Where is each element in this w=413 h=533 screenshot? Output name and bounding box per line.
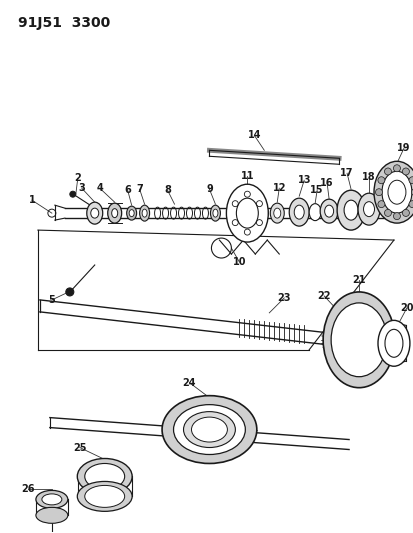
Ellipse shape [139, 205, 149, 221]
Ellipse shape [42, 494, 62, 505]
Ellipse shape [381, 171, 411, 213]
Ellipse shape [191, 417, 227, 442]
Circle shape [401, 209, 408, 216]
Ellipse shape [384, 329, 402, 357]
Circle shape [377, 177, 384, 184]
Ellipse shape [273, 208, 280, 218]
Circle shape [408, 201, 413, 208]
Ellipse shape [387, 180, 405, 204]
Ellipse shape [210, 205, 220, 221]
Ellipse shape [161, 395, 256, 464]
Text: 18: 18 [361, 172, 375, 182]
Ellipse shape [319, 199, 337, 223]
Text: 5: 5 [48, 295, 55, 305]
Ellipse shape [36, 507, 68, 523]
Ellipse shape [77, 458, 132, 495]
Text: 12: 12 [272, 183, 285, 193]
Text: 17: 17 [339, 168, 353, 178]
Text: 11: 11 [240, 171, 254, 181]
Text: 15: 15 [310, 185, 323, 195]
Ellipse shape [329, 328, 343, 348]
Ellipse shape [183, 411, 235, 448]
Text: 2: 2 [74, 173, 81, 183]
Circle shape [384, 209, 391, 216]
Circle shape [408, 177, 413, 184]
Ellipse shape [142, 209, 147, 217]
Text: 91J51  3300: 91J51 3300 [18, 15, 110, 30]
Ellipse shape [85, 486, 124, 507]
Ellipse shape [77, 481, 132, 511]
Circle shape [66, 288, 74, 296]
Ellipse shape [309, 204, 320, 221]
Circle shape [377, 201, 384, 208]
Ellipse shape [126, 206, 136, 220]
Ellipse shape [236, 198, 258, 228]
Ellipse shape [173, 405, 245, 455]
Text: 20: 20 [399, 303, 413, 313]
Text: 9: 9 [206, 184, 212, 194]
Ellipse shape [289, 198, 309, 226]
Text: 26: 26 [21, 484, 35, 495]
Ellipse shape [377, 320, 409, 366]
Text: 22: 22 [317, 291, 330, 301]
Circle shape [375, 189, 382, 196]
Text: 19: 19 [396, 143, 410, 154]
Text: 8: 8 [164, 185, 171, 195]
Text: 24: 24 [182, 378, 196, 387]
Text: 1: 1 [28, 195, 35, 205]
Text: 7: 7 [136, 184, 142, 194]
Text: 4: 4 [96, 183, 103, 193]
Ellipse shape [373, 161, 413, 223]
Ellipse shape [294, 205, 304, 219]
Circle shape [70, 191, 76, 197]
Ellipse shape [85, 464, 124, 489]
Text: 3: 3 [78, 183, 85, 193]
Text: 6: 6 [124, 185, 131, 195]
Ellipse shape [87, 202, 102, 224]
Circle shape [411, 189, 413, 196]
Ellipse shape [336, 190, 364, 230]
Ellipse shape [323, 292, 394, 387]
Ellipse shape [270, 203, 284, 223]
Ellipse shape [363, 201, 374, 216]
Ellipse shape [90, 208, 98, 218]
Circle shape [392, 165, 399, 172]
Circle shape [384, 168, 391, 175]
Circle shape [392, 213, 399, 220]
Text: 16: 16 [320, 178, 333, 188]
Text: 23: 23 [277, 293, 290, 303]
Text: 25: 25 [73, 442, 86, 453]
Ellipse shape [212, 209, 217, 217]
Text: 21: 21 [351, 275, 365, 285]
Ellipse shape [226, 184, 268, 242]
Ellipse shape [324, 205, 333, 217]
Ellipse shape [107, 203, 121, 223]
Ellipse shape [36, 490, 68, 508]
Circle shape [401, 168, 408, 175]
Ellipse shape [112, 208, 117, 217]
Text: 13: 13 [297, 175, 310, 185]
Ellipse shape [129, 209, 134, 216]
Ellipse shape [330, 303, 386, 377]
Text: 10: 10 [232, 257, 245, 267]
Text: 14: 14 [247, 131, 261, 140]
Ellipse shape [357, 193, 379, 225]
Ellipse shape [343, 200, 357, 220]
